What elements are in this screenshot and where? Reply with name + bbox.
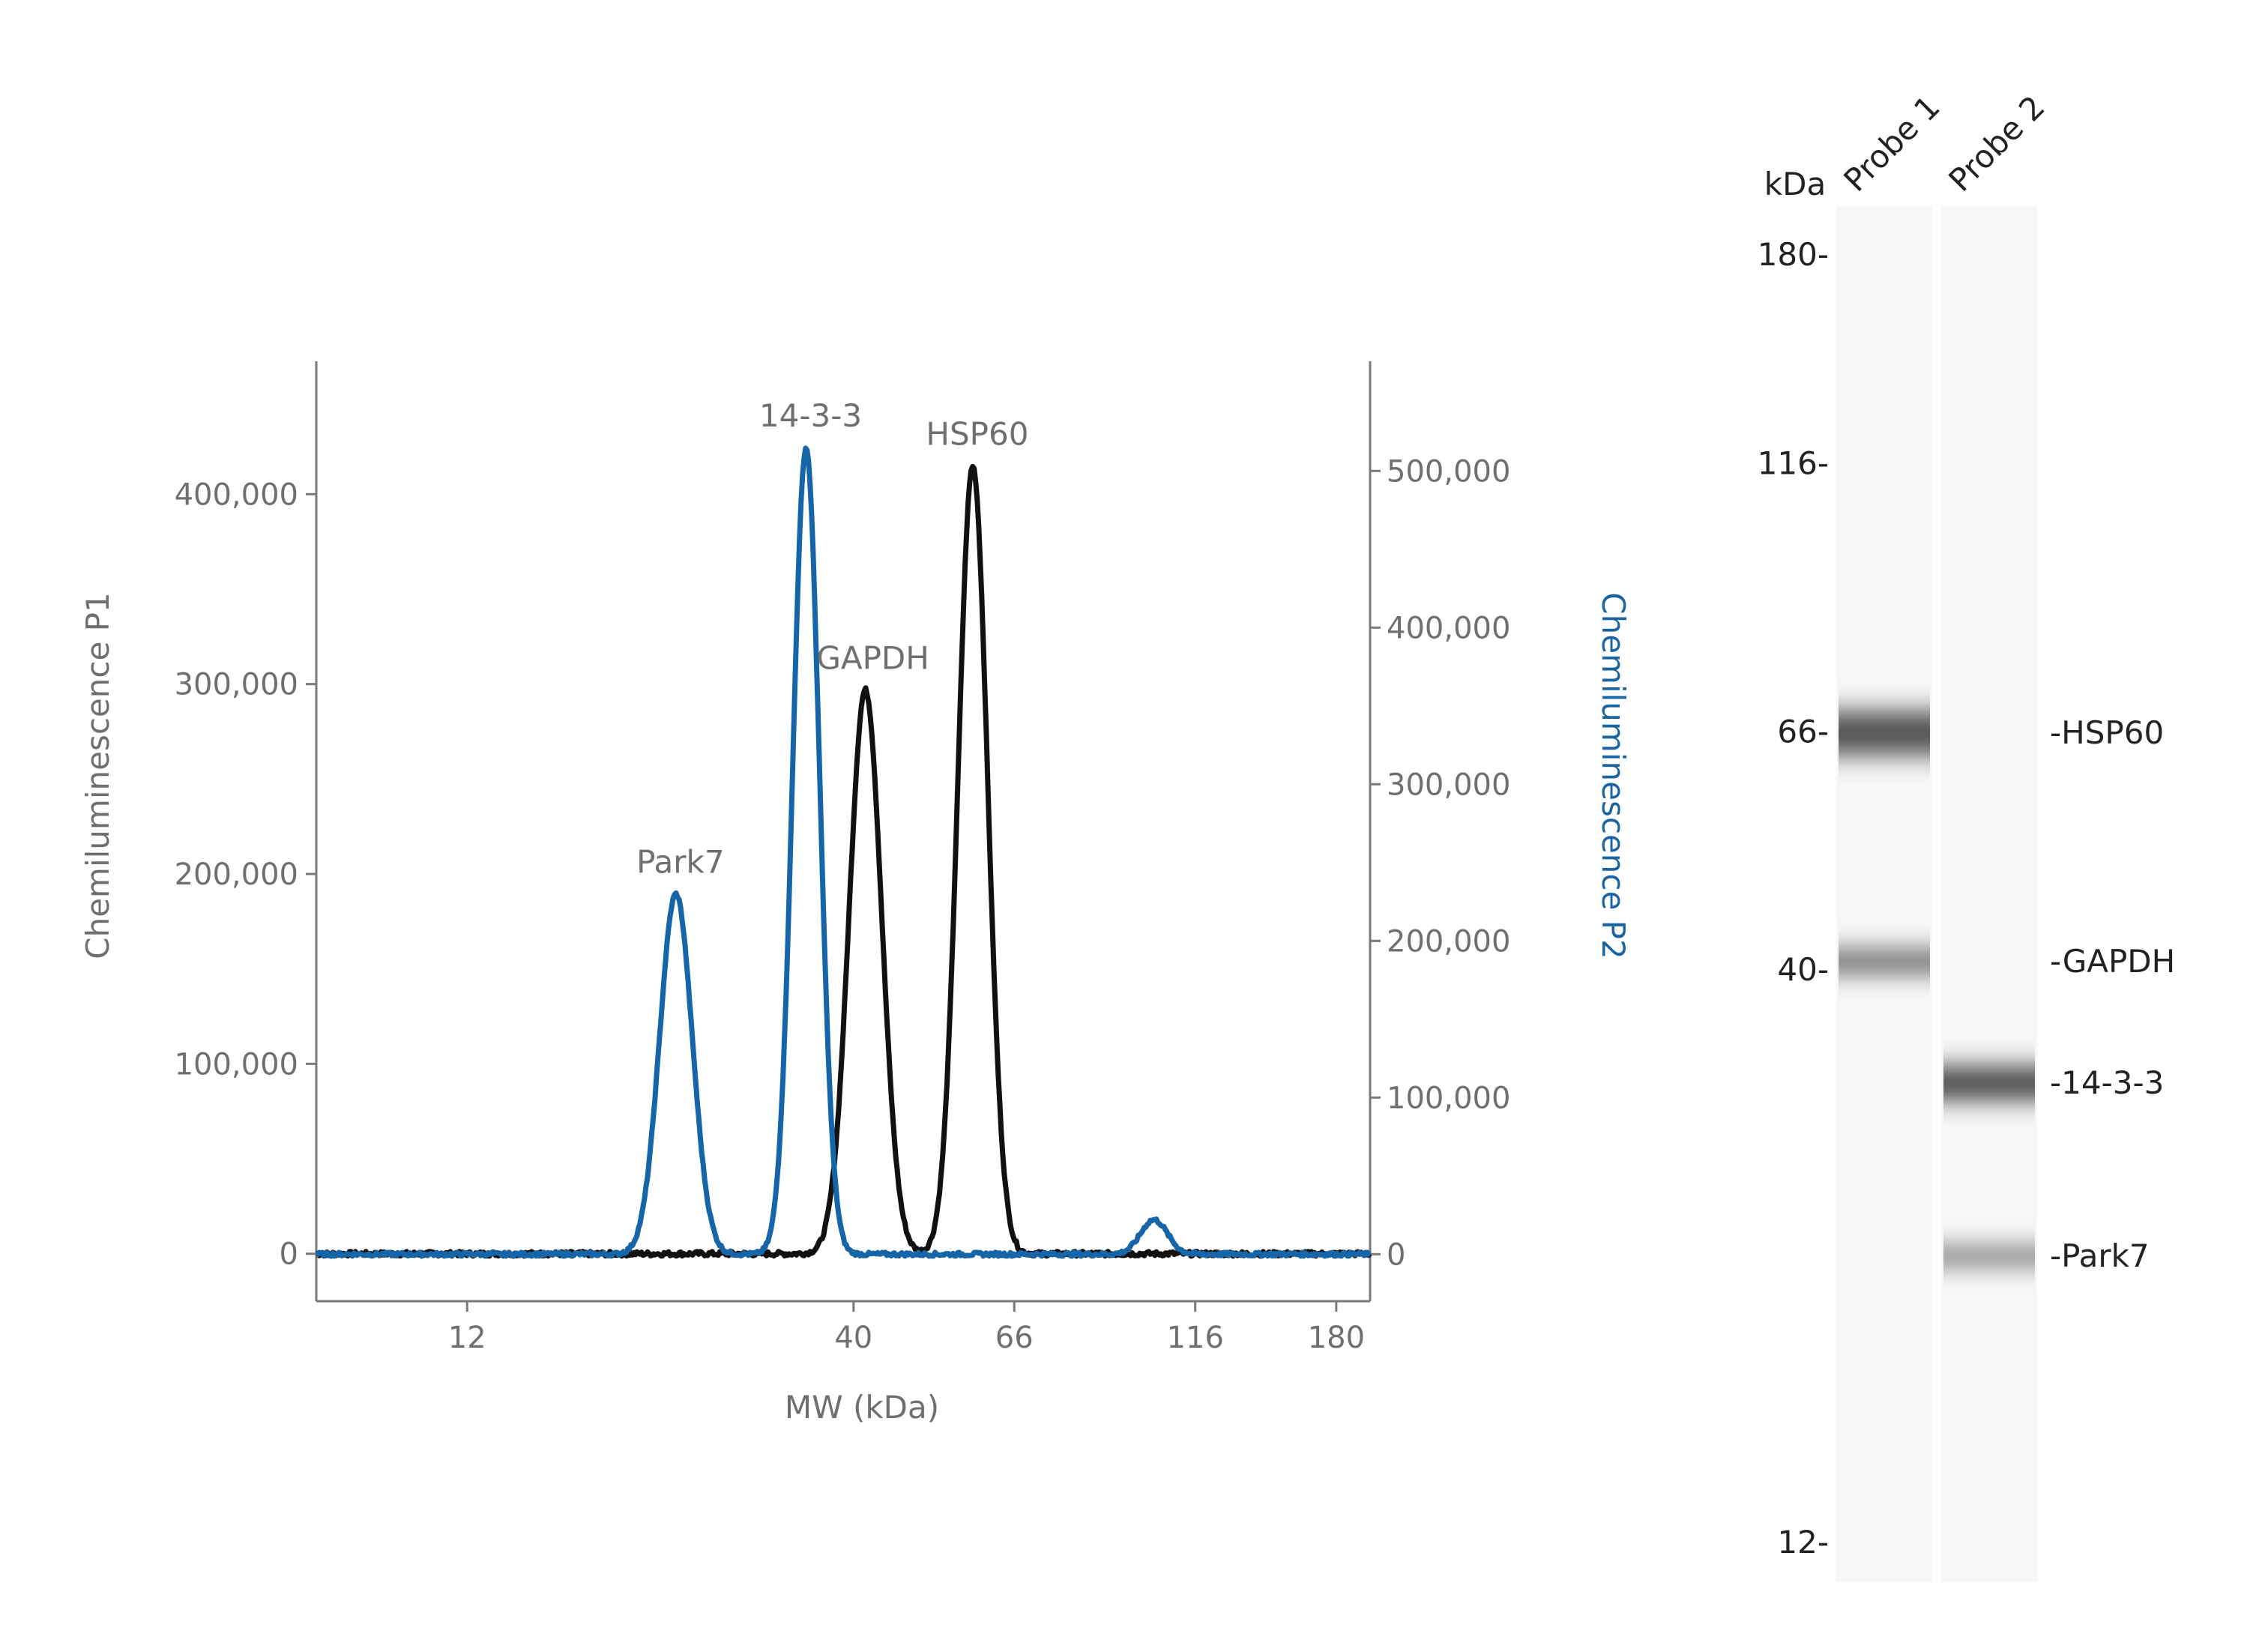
gel-band-gapdh [1839, 941, 1930, 983]
peak-label-gapdh: GAPDH [816, 639, 929, 676]
gel-marker-label: 180- [1758, 236, 1829, 273]
gel-unit-label: kDa [1764, 166, 1826, 202]
right-y-axis-title: Chemiluminescence P2 [1595, 592, 1632, 959]
left-y-tick-label: 300,000 [175, 668, 298, 702]
chart-axes [315, 361, 1372, 1303]
right-y-tick-label: 0 [1387, 1237, 1405, 1272]
left-y-tick-label: 400,000 [175, 477, 298, 512]
gel-lane-2 [1941, 206, 2037, 1582]
series-p1-line [315, 463, 1372, 1259]
gel-band-14-3-3 [1943, 1057, 2035, 1109]
gel-marker-label: 12- [1777, 1524, 1829, 1561]
gel-lanes [1836, 206, 2037, 1582]
left-y-tick-label: 100,000 [175, 1047, 298, 1082]
gel-band-hsp60 [1839, 699, 1930, 767]
series-p2-line [315, 445, 1372, 1259]
left-y-ticks: 0 100,000 200,000 300,000 400,000 [175, 477, 316, 1272]
x-ticks: 12 40 66 116 180 [448, 1301, 1365, 1355]
gel-markers: 180- 116- 66- 40- 12- [1758, 236, 1829, 1561]
right-y-tick-label: 400,000 [1387, 611, 1510, 645]
lane-header-1: Probe 1 [1836, 88, 1946, 199]
peak-label-park7: Park7 [636, 844, 725, 881]
right-y-ticks: 0 100,000 200,000 300,000 400,000 500,000 [1370, 454, 1510, 1272]
gel-marker-label: 116- [1758, 445, 1829, 482]
series-curves [315, 445, 1372, 1259]
gel-band-label: -14-3-3 [2050, 1064, 2164, 1101]
right-y-tick-label: 300,000 [1387, 768, 1510, 802]
gel-marker-label: 66- [1777, 713, 1829, 750]
gel-marker-label: 40- [1777, 951, 1829, 988]
gel-band-label: -Park7 [2050, 1237, 2150, 1274]
gel-lane-1 [1836, 206, 1932, 1582]
electropherogram-chart: 0 100,000 200,000 300,000 400,000 0 100,000 20… [79, 361, 1632, 1426]
x-axis-title: MW (kDa) [785, 1389, 939, 1426]
right-y-tick-label: 100,000 [1387, 1081, 1510, 1115]
x-tick-label: 40 [834, 1321, 872, 1355]
gel-band-park7 [1943, 1239, 2035, 1273]
left-y-axis-title: Chemiluminescence P1 [79, 592, 116, 959]
x-tick-label: 12 [448, 1321, 486, 1355]
left-y-tick-label: 0 [280, 1237, 298, 1272]
peak-labels: GAPDH HSP60 Park7 14-3-3 [636, 397, 1028, 881]
peak-label-hsp60: HSP60 [926, 415, 1028, 452]
gel-band-label: -GAPDH [2050, 943, 2175, 980]
x-tick-label: 180 [1308, 1321, 1365, 1355]
gel-bands: -HSP60 -GAPDH -14-3-3 -Park7 [1839, 699, 2175, 1274]
lane-header-2: Probe 2 [1941, 88, 2051, 199]
peak-label-14-3-3: 14-3-3 [759, 397, 862, 434]
right-y-tick-label: 500,000 [1387, 454, 1510, 489]
x-tick-label: 66 [995, 1321, 1034, 1355]
gel-band-label: -HSP60 [2050, 714, 2164, 751]
right-y-tick-label: 200,000 [1387, 924, 1510, 959]
x-tick-label: 116 [1167, 1321, 1224, 1355]
left-y-tick-label: 200,000 [175, 857, 298, 892]
